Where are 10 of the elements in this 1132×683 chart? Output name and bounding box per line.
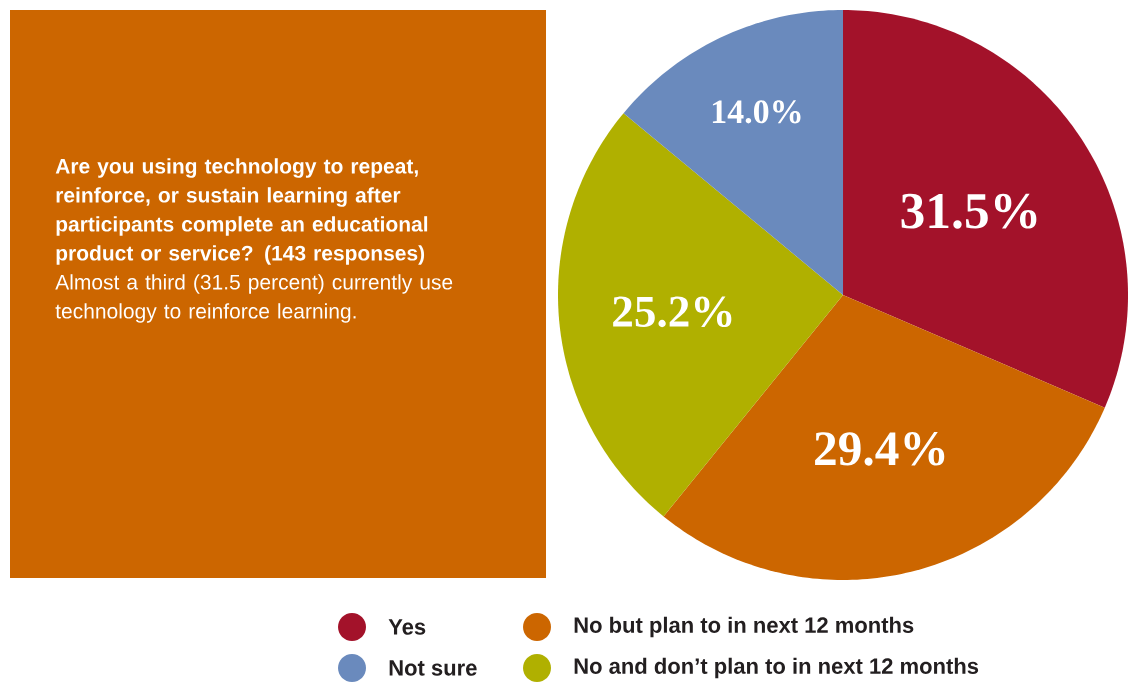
- text: Are you using technology to repeat, reinforce, or sustain learning after participants complete an educational product or service? (143 responses): [55, 158, 428, 265]
- data-label: 31.5%: [901, 193, 1037, 229]
- data-label: 14.0%: [712, 100, 801, 124]
- legend-label: No and don’t plan to in next 12 months: [574, 657, 979, 679]
- data-label: 29.4%: [815, 432, 945, 466]
- data-label: 25.2%: [613, 296, 732, 328]
- legend-label: Yes: [388, 619, 426, 635]
- legend-label: Not sure: [389, 660, 477, 676]
- text: Almost a third (31.5 percent) currently use technology to reinforce learning.: [55, 274, 453, 323]
- legend-label: No but plan to in next 12 months: [574, 616, 914, 638]
